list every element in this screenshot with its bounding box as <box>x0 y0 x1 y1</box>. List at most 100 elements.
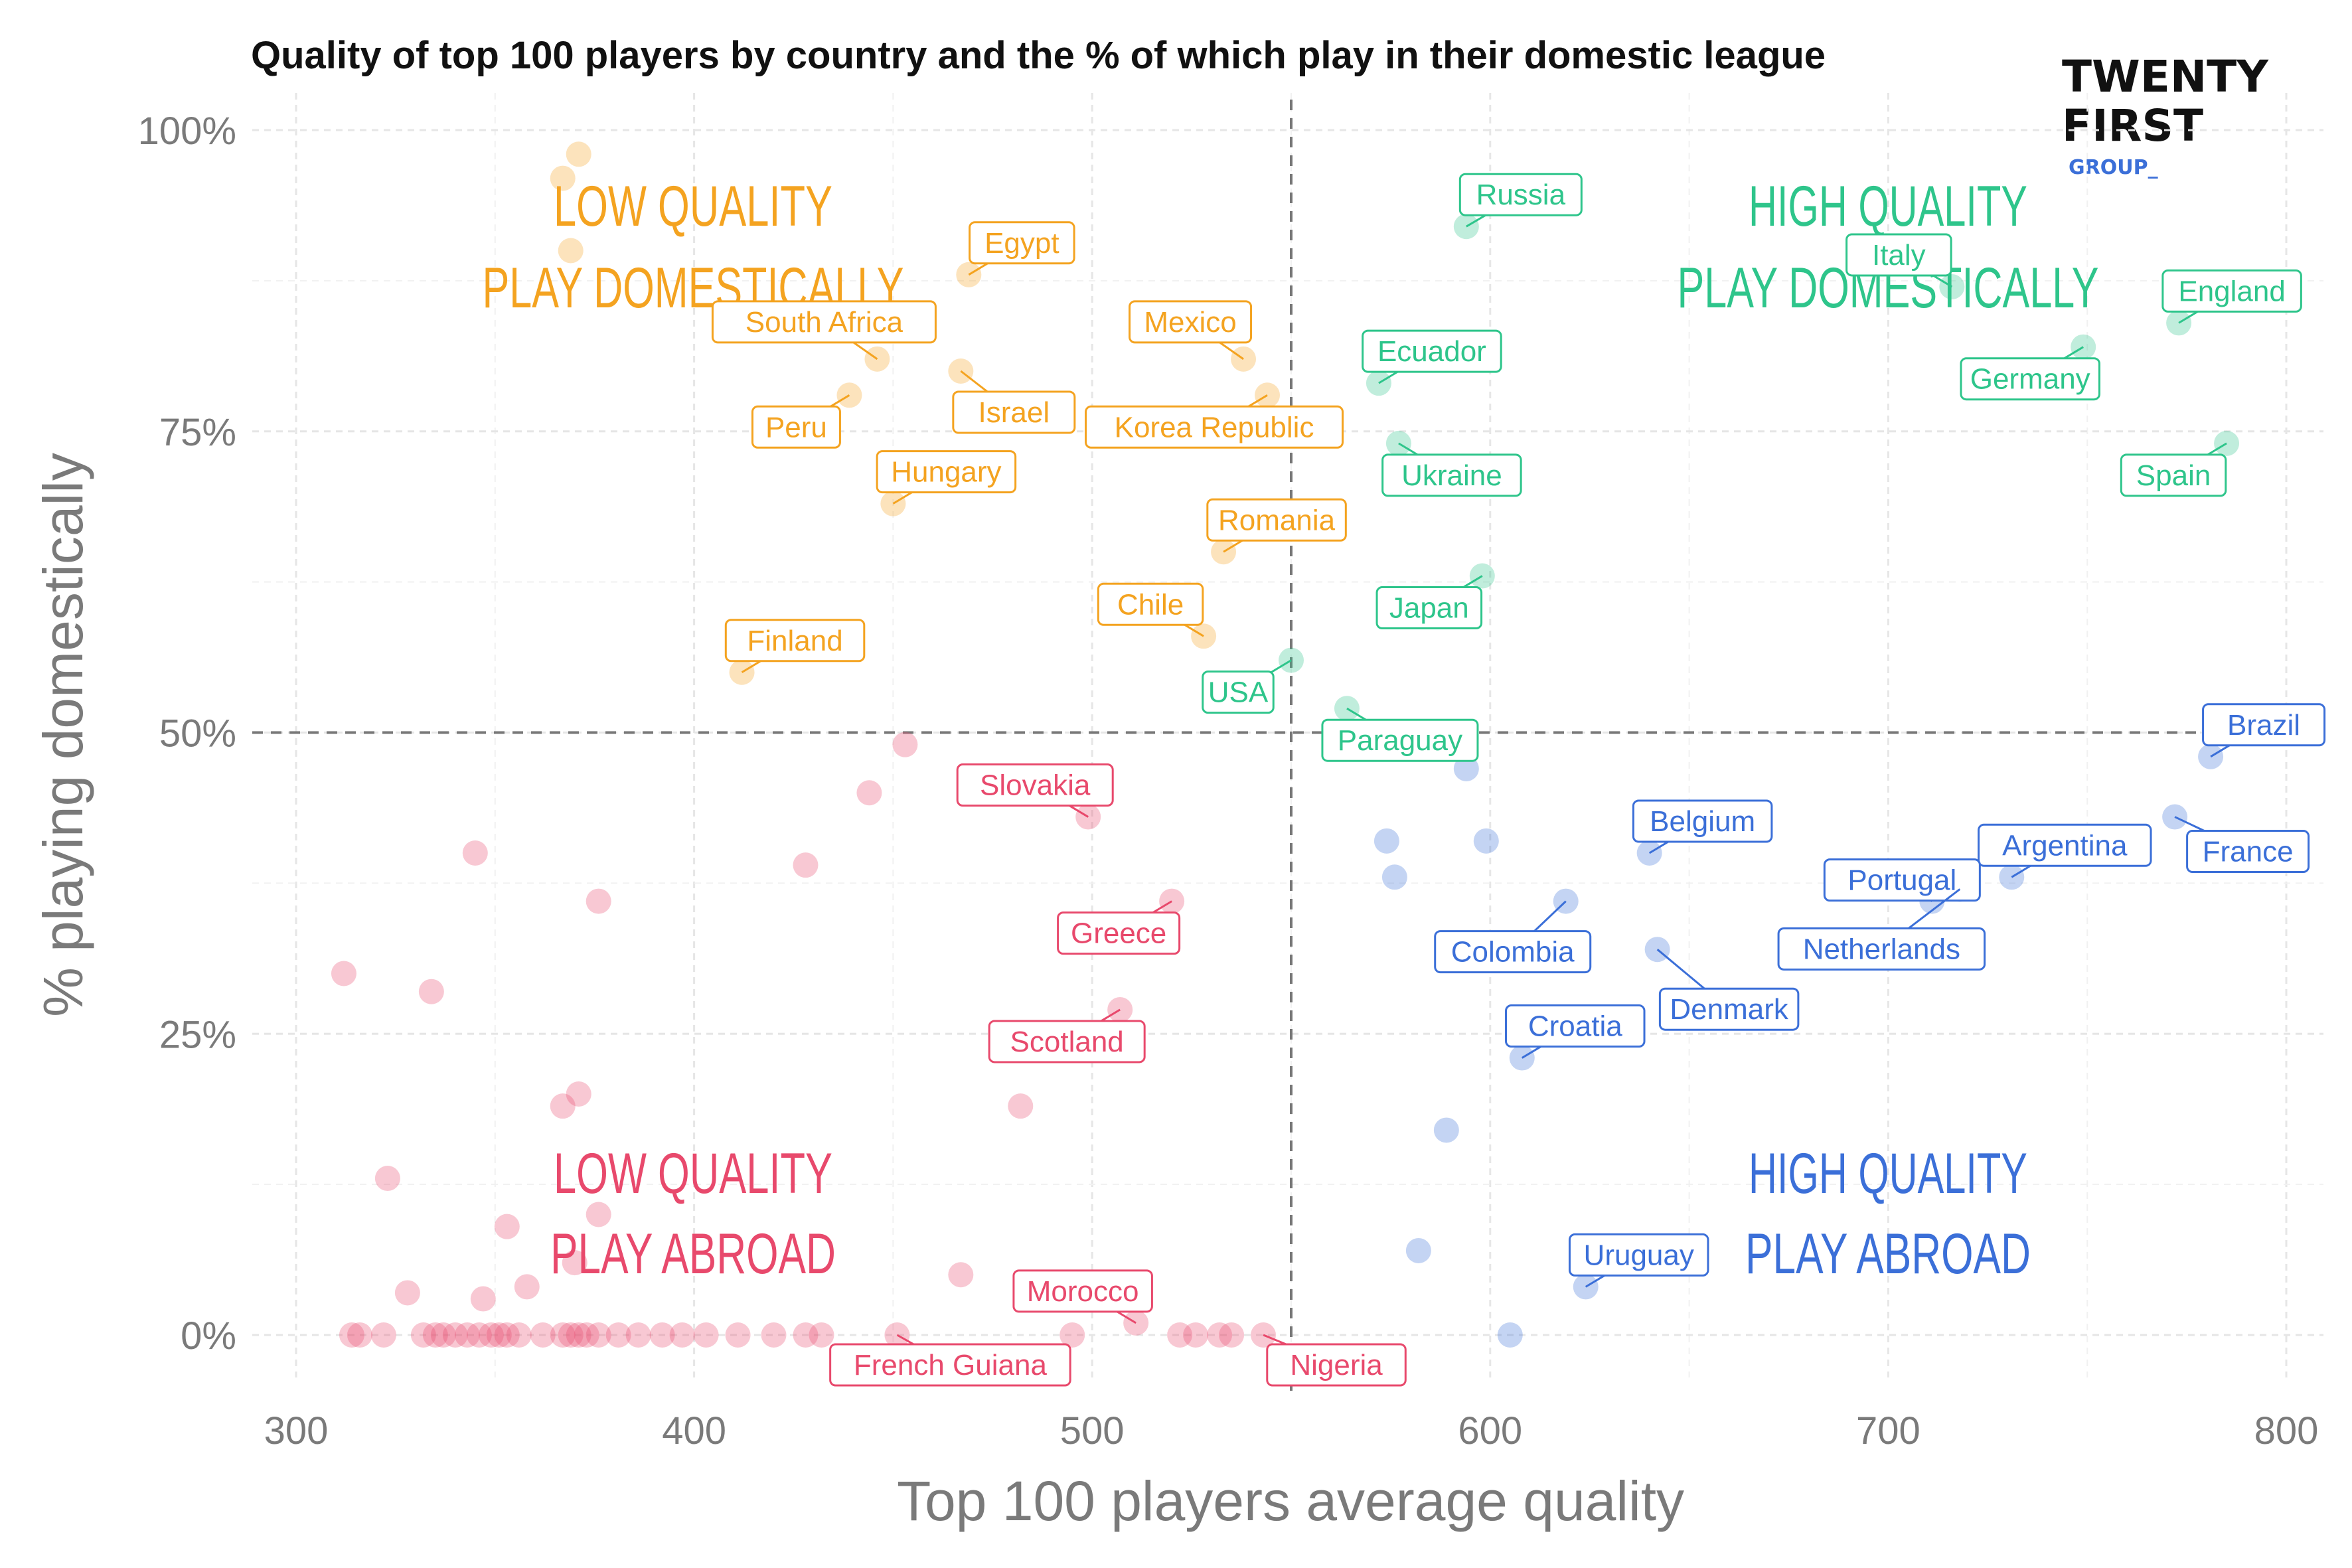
country-label-box <box>969 221 1075 265</box>
y-tick-label: 100% <box>138 110 236 153</box>
country-label: Scotland <box>1010 1026 1124 1058</box>
country-label: Argentina <box>2002 829 2128 862</box>
country-label: Ecuador <box>1377 335 1486 368</box>
country-label-box <box>2186 830 2310 874</box>
data-point <box>793 1322 819 1348</box>
data-point <box>1497 1322 1523 1348</box>
data-point <box>669 1322 695 1348</box>
data-point <box>550 165 576 191</box>
data-point <box>374 1166 400 1192</box>
country-label: Denmark <box>1670 993 1788 1026</box>
data-point <box>466 1322 492 1348</box>
country-labels: Egypt South Africa Israel Peru Hungary Mexico… <box>711 173 2326 1387</box>
logo: TWENTY FIRST GROUP_ <box>2062 51 2269 179</box>
data-point <box>725 1322 751 1348</box>
country-label-box <box>988 1020 1146 1063</box>
reference-lines <box>252 100 2323 1391</box>
country-label-box <box>1085 405 1344 449</box>
data-point <box>649 1322 675 1348</box>
y-axis-title: % playing domestically <box>32 453 94 1017</box>
country-label: Portugal <box>1847 864 1956 897</box>
country-label-box <box>1321 718 1479 762</box>
data-point <box>1473 828 1499 854</box>
country-label-box <box>876 450 1017 494</box>
country-label-box <box>1266 1343 1407 1387</box>
data-point <box>339 1322 364 1348</box>
x-tick-label: 800 <box>2254 1409 2319 1452</box>
country-label: Italy <box>1872 239 1926 272</box>
country-label-box <box>956 763 1114 807</box>
data-point <box>1453 755 1479 781</box>
data-point <box>1207 1322 1233 1348</box>
data-point <box>514 1274 540 1300</box>
x-tick-label: 300 <box>264 1409 329 1452</box>
country-label-box <box>1202 670 1275 714</box>
data-point <box>693 1322 719 1348</box>
quadrant-label-line-1: LOW QUALITY <box>554 175 832 238</box>
data-point <box>478 1322 504 1348</box>
country-label: Japan <box>1389 592 1469 625</box>
country-label: Morocco <box>1027 1275 1139 1308</box>
country-label: Germany <box>1970 363 2090 396</box>
country-label: Spain <box>2136 459 2211 492</box>
data-point <box>586 1322 611 1348</box>
data-point <box>1433 1117 1459 1143</box>
data-point <box>793 852 819 878</box>
country-label: Peru <box>765 411 827 443</box>
quadrant-label-line-1: HIGH QUALITY <box>1749 1142 2027 1206</box>
country-label: French Guiana <box>854 1349 1048 1381</box>
country-label-box <box>1978 823 2152 867</box>
country-label: Croatia <box>1528 1010 1622 1043</box>
country-label-box <box>1434 930 1592 974</box>
country-label: Israel <box>979 396 1050 429</box>
data-point <box>809 1322 834 1348</box>
logo-line-2: FIRST <box>2062 100 2203 151</box>
country-label: Finland <box>747 625 842 657</box>
y-tick-label: 75% <box>159 411 236 454</box>
quadrant-label-line-2: PLAY ABROAD <box>1745 1222 2031 1286</box>
country-label-box <box>1458 173 1583 216</box>
data-point <box>331 961 356 986</box>
country-label-box <box>1012 1269 1153 1313</box>
country-label-box <box>751 405 841 449</box>
country-label: USA <box>1208 676 1269 709</box>
country-label-box <box>1057 911 1181 955</box>
data-point <box>856 780 882 806</box>
country-label: Egypt <box>984 227 1059 260</box>
country-label: England <box>2178 275 2285 307</box>
country-label-box <box>2120 453 2227 497</box>
country-label-box <box>2202 703 2326 747</box>
data-point <box>1381 864 1407 890</box>
data-point <box>494 1214 520 1239</box>
x-tick-label: 400 <box>662 1409 726 1452</box>
country-label: Chile <box>1117 588 1184 621</box>
data-point <box>410 1322 436 1348</box>
data-point <box>430 1322 456 1348</box>
country-label-box <box>1960 357 2100 401</box>
data-point <box>442 1322 468 1348</box>
axes: 300 400 500 600 700 800 0% 25% 50% 75% 100% <box>138 110 2319 1452</box>
data-point <box>558 238 584 264</box>
data-point <box>486 1322 512 1348</box>
data-point <box>566 1322 591 1348</box>
logo-line-1: TWENTY <box>2062 51 2269 102</box>
data-point <box>470 1286 496 1312</box>
x-axis-title: Top 100 players average quality <box>897 1470 1684 1532</box>
data-point <box>1183 1322 1209 1348</box>
country-label: Ukraine <box>1401 459 1502 492</box>
data-point <box>422 1322 448 1348</box>
country-label: France <box>2203 836 2294 868</box>
country-label-box <box>711 300 937 344</box>
country-label: Uruguay <box>1584 1239 1694 1271</box>
country-label-box <box>1632 799 1773 843</box>
data-point <box>605 1322 631 1348</box>
data-point <box>370 1322 396 1348</box>
data-point <box>586 1202 611 1227</box>
country-label: Brazil <box>2227 709 2300 742</box>
country-label-box <box>1823 858 1981 902</box>
country-label-box <box>829 1343 1071 1387</box>
country-label: Mexico <box>1144 306 1236 339</box>
chart-title: Quality of top 100 players by country an… <box>251 34 1826 77</box>
data-point <box>586 888 611 914</box>
